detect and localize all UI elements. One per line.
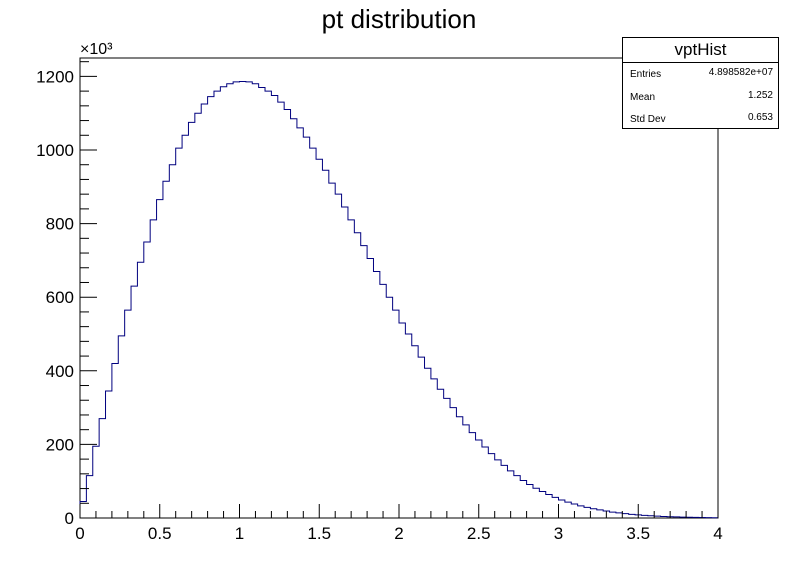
y-tick-label: 0 bbox=[65, 509, 74, 528]
y-multiplier-label: ×10³ bbox=[80, 41, 113, 58]
y-tick-label: 800 bbox=[46, 215, 74, 234]
y-tick-label: 400 bbox=[46, 362, 74, 381]
stats-row-entries: Entries 4.898582e+07 bbox=[623, 63, 778, 86]
stats-row-stddev: Std Dev 0.653 bbox=[623, 108, 778, 131]
y-tick-label: 600 bbox=[46, 288, 74, 307]
stats-value-entries: 4.898582e+07 bbox=[708, 67, 773, 78]
stats-value-stddev: 0.653 bbox=[747, 112, 773, 123]
y-tick-label: 1000 bbox=[36, 141, 74, 160]
stats-label-entries: Entries bbox=[630, 69, 662, 80]
chart-title: pt distribution bbox=[321, 4, 477, 34]
x-tick-label: 3.5 bbox=[626, 524, 650, 543]
x-tick-label: 3 bbox=[554, 524, 563, 543]
stats-label-stddev: Std Dev bbox=[630, 114, 666, 125]
stats-row-mean: Mean 1.252 bbox=[623, 86, 778, 109]
stats-box: vptHist Entries 4.898582e+07 Mean 1.252 … bbox=[622, 37, 779, 129]
x-tick-label: 1 bbox=[235, 524, 244, 543]
stats-label-mean: Mean bbox=[630, 91, 656, 103]
x-tick-label: 1.5 bbox=[307, 524, 331, 543]
x-tick-label: 0.5 bbox=[148, 524, 172, 543]
x-tick-label: 2.5 bbox=[467, 524, 491, 543]
x-tick-label: 2 bbox=[394, 524, 403, 543]
x-tick-label: 4 bbox=[713, 524, 722, 543]
histogram-line bbox=[79, 81, 719, 519]
y-tick-label: 200 bbox=[46, 435, 74, 454]
y-tick-label: 1200 bbox=[36, 67, 74, 86]
x-tick-label: 0 bbox=[75, 524, 84, 543]
stats-box-title: vptHist bbox=[623, 38, 778, 63]
stats-value-mean: 1.252 bbox=[747, 89, 773, 101]
